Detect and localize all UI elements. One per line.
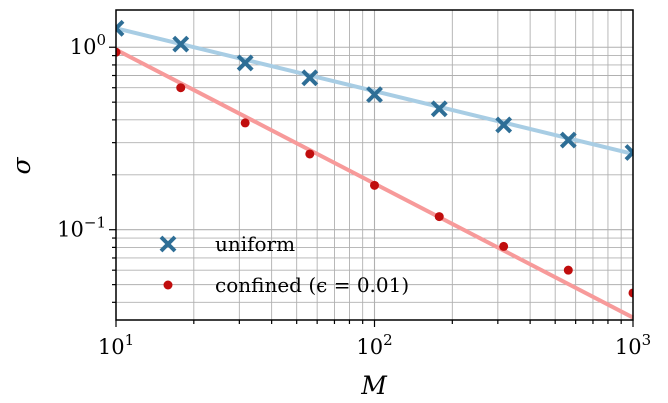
legend-marker-confined: [163, 280, 173, 290]
x-tick-label: 103: [615, 331, 651, 359]
data-point-series-0: [495, 116, 513, 134]
data-point-series-0: [236, 54, 254, 72]
data-point-series-0: [116, 19, 125, 37]
legend-marker-x: [159, 235, 177, 253]
y-tick-label: 10−1: [57, 214, 106, 242]
data-point-series-1: [370, 180, 379, 190]
axes: [109, 9, 634, 327]
fit-line-series-0: [115, 26, 634, 156]
tick-labels: 101 102 103 100 10−1: [57, 31, 651, 359]
data-point-series-1: [434, 212, 444, 222]
data-point-series-1: [305, 149, 315, 159]
y-tick-label: 100: [70, 31, 106, 59]
data-point-series-0: [624, 144, 633, 161]
legend: uniform confined (ϵ = 0.01): [159, 232, 409, 297]
data-point-series-1: [628, 288, 633, 298]
data-markers: [116, 19, 633, 298]
data-point-series-1: [499, 241, 509, 251]
legend-label-uniform: uniform: [215, 232, 295, 256]
x-tick-label: 102: [356, 331, 392, 359]
data-point-series-1: [176, 83, 186, 93]
data-point-series-0: [559, 131, 577, 149]
x-axis-label: M: [360, 371, 388, 400]
data-point-series-0: [301, 69, 319, 87]
y-axis-label: σ: [7, 157, 36, 175]
legend-marker-dot: [163, 280, 173, 290]
data-point-series-1: [240, 118, 250, 128]
data-point-series-1: [563, 265, 573, 275]
data-point-series-0: [366, 86, 383, 104]
x-tick-label: 101: [98, 331, 134, 359]
data-point-series-1: [116, 47, 121, 57]
legend-marker-uniform: [159, 235, 177, 253]
data-point-series-0: [430, 100, 448, 118]
data-point-series-0: [172, 35, 190, 53]
legend-label-confined: confined (ϵ = 0.01): [215, 273, 409, 297]
